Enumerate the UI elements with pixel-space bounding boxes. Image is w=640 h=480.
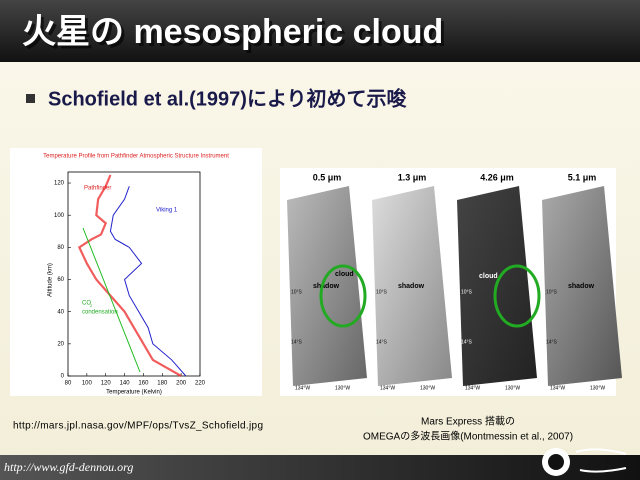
lat-label: 14°S [461,339,473,345]
lat-label: 14°S [291,339,303,345]
figure-title: Temperature Profile from Pathfinder Atmo… [43,154,229,160]
lat-label: 10°S [546,289,558,295]
bullet-text: Schofield et al.(1997)により初めて示唆 [48,86,408,110]
panel-note: shadow [313,283,340,290]
logo-inner [548,454,564,470]
x-tick-label: 100 [82,381,93,387]
lon-label: 134°W [295,385,310,391]
x-tick-label: 80 [65,381,72,387]
footer-bar [0,455,640,480]
panel-label: 0.5 μm [313,172,342,182]
panel-note: cloud [335,271,354,278]
pathfinder-profile [77,174,182,377]
x-tick-label: 120 [101,381,112,387]
y-tick-label: 60 [57,277,64,283]
co2-line [82,227,141,373]
caption-left: http://mars.jpl.nasa.gov/MPF/ops/TvsZ_Sc… [13,421,263,432]
lat-label: 10°S [461,289,473,295]
lon-label: 130°W [505,385,520,391]
viking-profile [109,186,187,377]
header-bar [0,0,640,62]
x-tick-label: 220 [195,381,206,387]
co2-note: condensation [82,310,118,316]
footer-url: http://www.gfd-dennou.org [4,460,133,474]
lat-label: 10°S [376,289,388,295]
logo-strokes [575,448,627,473]
x-axis-label: Temperature (Kelvin) [106,390,162,396]
lon-label: 134°W [380,385,395,391]
co2-subscript: 2 [90,303,93,308]
title-shadow: 火星の mesospheric cloud [25,16,446,54]
lon-label: 130°W [590,385,605,391]
title: 火星の mesospheric cloud [22,13,443,51]
y-tick-label: 0 [61,374,65,380]
x-tick-label: 160 [138,381,149,387]
legend-viking: Viking 1 [156,208,178,214]
x-tick-label: 200 [176,381,187,387]
panel-image [542,186,622,386]
y-tick-label: 120 [54,181,65,187]
plot-frame [67,171,201,377]
panel-label: 1.3 μm [398,172,427,182]
panel-label: 4.26 μm [480,172,514,182]
lat-label: 14°S [376,339,388,345]
lon-label: 134°W [550,385,565,391]
lon-label: 130°W [420,385,435,391]
co2-label: CO [82,301,91,307]
panel-label: 5.1 μm [568,172,597,182]
bullet-marker [26,94,35,103]
panel-note: shadow [568,283,595,290]
cloud-highlight [319,264,367,328]
lon-label: 134°W [465,385,480,391]
y-axis-label: Altitude (km) [48,263,54,297]
panel-note: cloud [479,273,498,280]
y-tick-label: 20 [57,341,64,347]
x-tick-label: 180 [157,381,168,387]
lat-label: 10°S [291,289,303,295]
caption-right: OMEGAの多波長画像(Montmessin et al., 2007) [363,430,573,443]
x-tick-label: 140 [120,381,131,387]
y-tick-label: 40 [57,309,64,315]
legend-pathfinder: Pathfinder [84,186,111,192]
y-tick-label: 100 [54,213,65,219]
cloud-highlight [493,264,541,328]
figure-left [10,148,262,396]
caption-right: Mars Express 搭載の [421,415,515,428]
lat-label: 14°S [546,339,558,345]
panel-note: shadow [398,283,425,290]
lon-label: 130°W [335,385,350,391]
y-tick-label: 80 [57,245,64,251]
panel-image [372,186,452,386]
panel-image [287,186,367,386]
